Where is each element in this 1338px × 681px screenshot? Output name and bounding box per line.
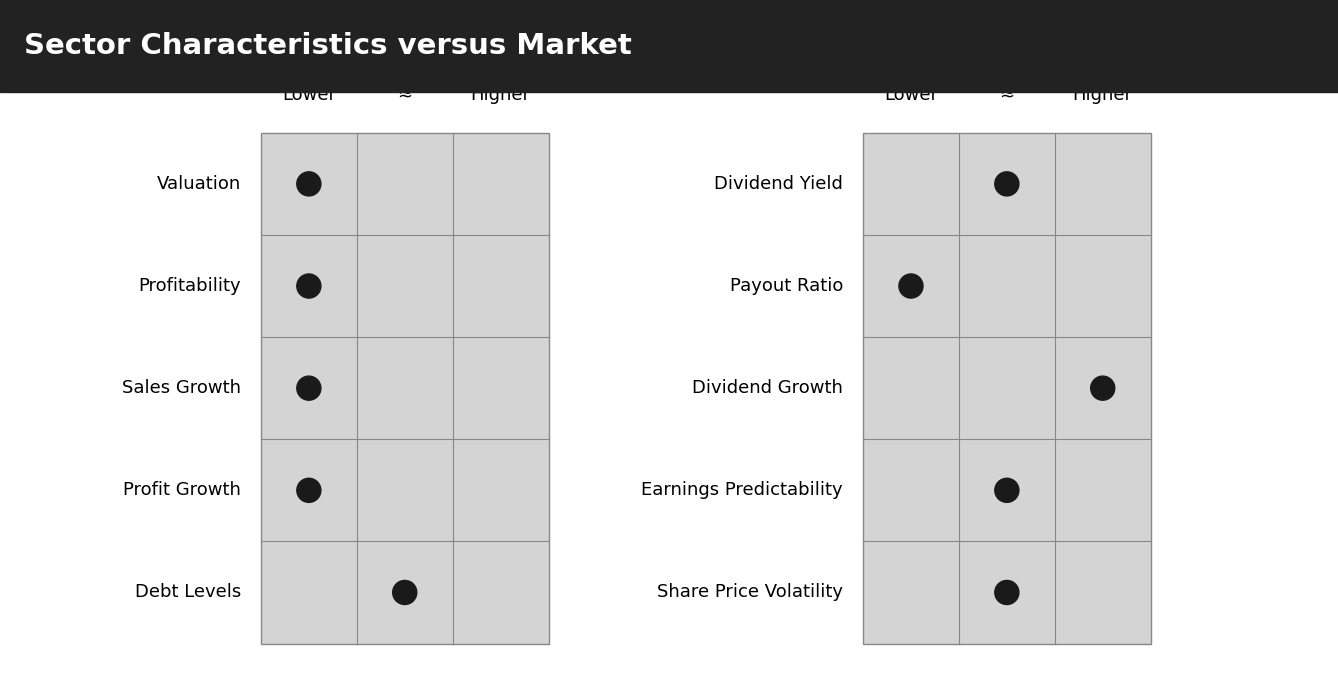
Ellipse shape [297,274,321,298]
Text: Share Price Volatility: Share Price Volatility [657,584,843,601]
Ellipse shape [899,274,923,298]
Ellipse shape [393,580,417,605]
Text: Sector Characteristics versus Market: Sector Characteristics versus Market [24,32,632,60]
Text: ≈: ≈ [999,86,1014,104]
Bar [863,133,1151,644]
Ellipse shape [297,478,321,503]
Text: Valuation: Valuation [157,175,241,193]
Text: Debt Levels: Debt Levels [135,584,241,601]
Text: Lower: Lower [884,86,938,104]
Ellipse shape [297,172,321,196]
Text: ≈: ≈ [397,86,412,104]
Ellipse shape [1090,376,1115,400]
Text: Earnings Predictability: Earnings Predictability [641,481,843,499]
Text: Profitability: Profitability [138,277,241,295]
Text: Profit Growth: Profit Growth [123,481,241,499]
Text: Dividend Yield: Dividend Yield [714,175,843,193]
Text: Higher: Higher [1073,86,1133,104]
Ellipse shape [994,478,1020,503]
Text: Higher: Higher [471,86,531,104]
Bar [0,0,1338,92]
Ellipse shape [994,580,1020,605]
Bar [261,133,549,644]
Ellipse shape [994,172,1020,196]
Text: Sales Growth: Sales Growth [122,379,241,397]
Text: Dividend Growth: Dividend Growth [692,379,843,397]
Text: Lower: Lower [282,86,336,104]
Ellipse shape [297,376,321,400]
Text: Payout Ratio: Payout Ratio [729,277,843,295]
